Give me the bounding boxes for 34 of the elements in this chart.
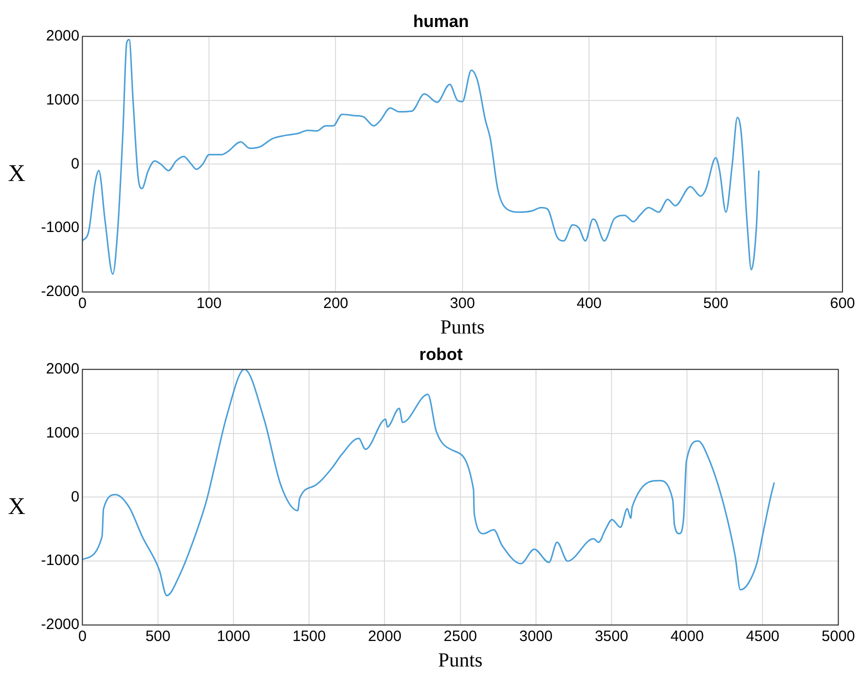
x-axis-title: Punts [440,316,485,338]
x-tick-label: 400 [576,294,602,312]
y-axis-title: X [8,494,26,521]
y-tick-label: -2000 [40,616,80,633]
x-tick-label: 5000 [822,628,856,645]
x-tick-label: 100 [196,294,222,312]
y-tick-label: -2000 [40,282,80,300]
x-tick-label: 4500 [746,628,780,645]
x-tick-label: 200 [323,294,348,312]
x-tick-label: 3500 [594,628,628,645]
x-tick-label: 1500 [292,628,326,645]
y-axis-title: X [8,161,26,188]
chart-title: human [413,11,469,30]
x-tick-label: 500 [145,628,170,645]
x-tick-label: 300 [450,294,475,312]
x-tick-label: 2000 [368,628,402,645]
x-tick-label: 2500 [444,628,478,645]
x-tick-label: 3000 [519,628,553,645]
x-tick-label: 4000 [670,628,704,645]
x-axis-title: Punts [438,648,483,671]
y-tick-label: -1000 [40,552,80,569]
x-tick-label: 500 [703,294,728,312]
line-series [82,368,775,596]
y-tick-label: 2000 [46,27,80,44]
y-tick-label: 0 [71,154,80,172]
y-tick-label: -1000 [40,218,80,236]
y-tick-label: 2000 [46,360,80,378]
chart-title: robot [419,344,464,364]
y-tick-label: 0 [71,488,80,505]
line-series [82,38,760,274]
x-tick-label: 1000 [216,628,250,645]
y-tick-label: 1000 [46,90,80,108]
x-tick-label: 600 [830,294,855,312]
y-tick-label: 1000 [46,424,80,441]
